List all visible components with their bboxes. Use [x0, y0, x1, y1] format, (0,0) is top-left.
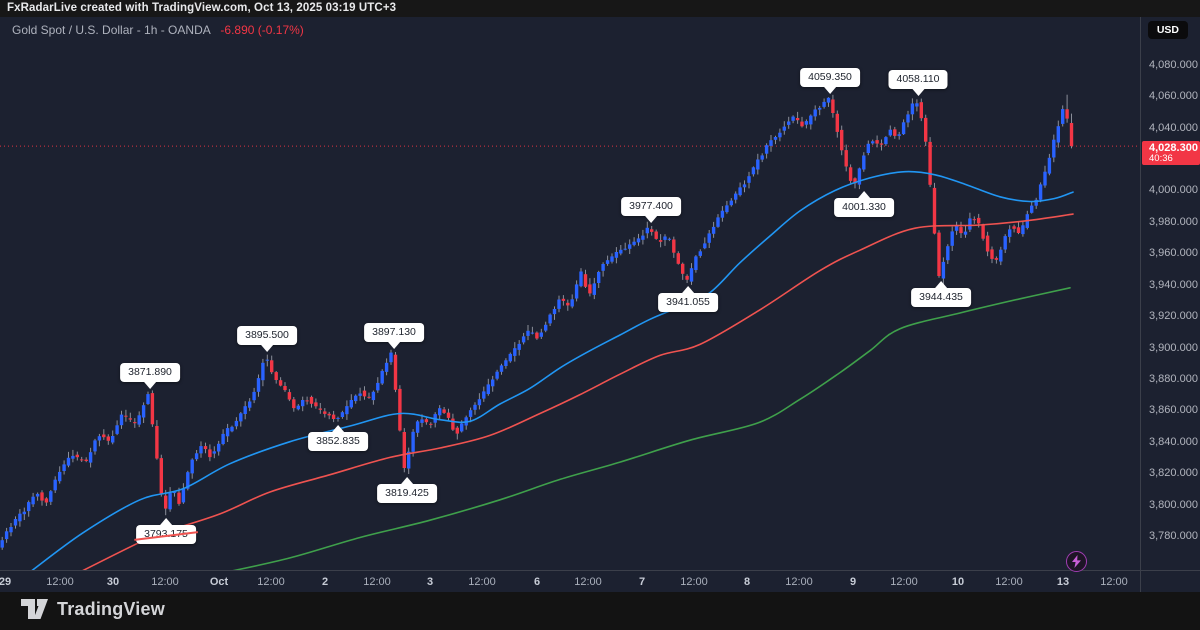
x-axis-day-label: 29 [0, 576, 12, 588]
price-callout: 3871.890 [120, 362, 180, 382]
x-axis-day-label: 9 [849, 576, 857, 588]
price-callout: 3897.130 [364, 323, 424, 343]
price-callout: 4001.330 [834, 198, 894, 218]
symbol-header: Gold Spot / U.S. Dollar - 1h - OANDA -6.… [12, 23, 304, 37]
y-axis-label: 3,940.000 [1149, 278, 1198, 291]
ma-line-overlap [134, 531, 198, 541]
currency-badge[interactable]: USD [1147, 21, 1188, 39]
price-callout: 3852.835 [308, 431, 368, 451]
y-axis-label: 3,860.000 [1149, 404, 1198, 417]
last-price-tag: 4,028.300 40:36 [1142, 141, 1200, 166]
x-axis-time-label: 12:00 [1100, 576, 1128, 588]
x-axis-time-label: 12:00 [574, 576, 602, 588]
price-change: -6.890 (-0.17%) [220, 23, 304, 37]
y-axis-label: 3,980.000 [1149, 215, 1198, 228]
bar-countdown: 40:36 [1149, 153, 1173, 165]
x-axis-day-label: Oct [209, 576, 229, 588]
last-price-value: 4,028.300 [1149, 142, 1198, 155]
x-axis-day-label: 8 [743, 576, 751, 588]
x-axis-time-label: 12:00 [890, 576, 918, 588]
x-axis-day-label: 30 [106, 576, 120, 588]
price-callout: 3941.055 [658, 293, 718, 313]
y-axis-label: 3,900.000 [1149, 341, 1198, 354]
y-axis-label: 3,960.000 [1149, 247, 1198, 260]
y-axis-label: 3,800.000 [1149, 498, 1198, 511]
x-axis-day-label: 2 [321, 576, 329, 588]
price-callout: 3977.400 [621, 196, 681, 216]
ma-mid-red [79, 213, 1074, 573]
y-axis-label: 4,080.000 [1149, 58, 1198, 71]
candle-bodies [0, 97, 1074, 548]
y-axis-label: 3,820.000 [1149, 467, 1198, 480]
price-callout: 4059.350 [800, 68, 860, 88]
x-axis-time-label: 12:00 [468, 576, 496, 588]
y-axis-label: 4,040.000 [1149, 121, 1198, 134]
time-axis[interactable]: 29 12:00 30 12:00 Oct 12:00 2 12:00 3 12:00 6 12:00… [0, 570, 1200, 592]
y-axis-label: 4,060.000 [1149, 90, 1198, 103]
chart-panel: 3871.890 3895.500 3897.130 3977.400 4059.350… [0, 17, 1200, 592]
chart-canvas[interactable] [0, 17, 1140, 573]
x-axis-day-label: 7 [638, 576, 646, 588]
y-axis-label: 3,840.000 [1149, 435, 1198, 448]
x-axis-time-label: 12:00 [151, 576, 179, 588]
x-axis-time-label: 12:00 [995, 576, 1023, 588]
price-callout: 3819.425 [377, 484, 437, 504]
y-axis-label: 4,000.000 [1149, 184, 1198, 197]
y-axis-label: 3,780.000 [1149, 529, 1198, 542]
x-axis-day-label: 3 [426, 576, 434, 588]
ma-fast-blue [29, 170, 1074, 573]
price-callout: 3944.435 [911, 287, 971, 307]
price-callout: 3895.500 [237, 325, 297, 345]
bottom-bar: TradingView [0, 592, 1200, 630]
attribution-bar: FxRadarLive created with TradingView.com… [0, 0, 1200, 17]
symbol-title[interactable]: Gold Spot / U.S. Dollar - 1h - OANDA [12, 23, 211, 37]
x-axis-day-label: 6 [533, 576, 541, 588]
y-axis-label: 3,880.000 [1149, 372, 1198, 385]
x-axis-time-label: 12:00 [46, 576, 74, 588]
tradingview-logo[interactable]: TradingView [21, 599, 165, 620]
y-axis-label: 3,920.000 [1149, 310, 1198, 323]
x-axis-day-label: 13 [1056, 576, 1070, 588]
x-axis-time-label: 12:00 [363, 576, 391, 588]
lightning-icon [1072, 555, 1081, 568]
price-callout: 3793.175 [134, 525, 198, 545]
x-axis-time-label: 12:00 [680, 576, 708, 588]
tradingview-logo-icon [21, 599, 48, 619]
price-chart[interactable]: 3871.890 3895.500 3897.130 3977.400 4059.350… [0, 17, 1140, 573]
price-axis[interactable]: 4,080.0004,060.0004,040.0004,020.0004,00… [1140, 17, 1200, 592]
x-axis-time-label: 12:00 [785, 576, 813, 588]
ma-slow-green [226, 287, 1071, 573]
price-callout: 4058.110 [888, 70, 948, 90]
x-axis-day-label: 10 [951, 576, 965, 588]
x-axis-time-label: 12:00 [257, 576, 285, 588]
tradingview-logo-text: TradingView [57, 599, 165, 619]
lightning-badge[interactable] [1066, 551, 1087, 572]
